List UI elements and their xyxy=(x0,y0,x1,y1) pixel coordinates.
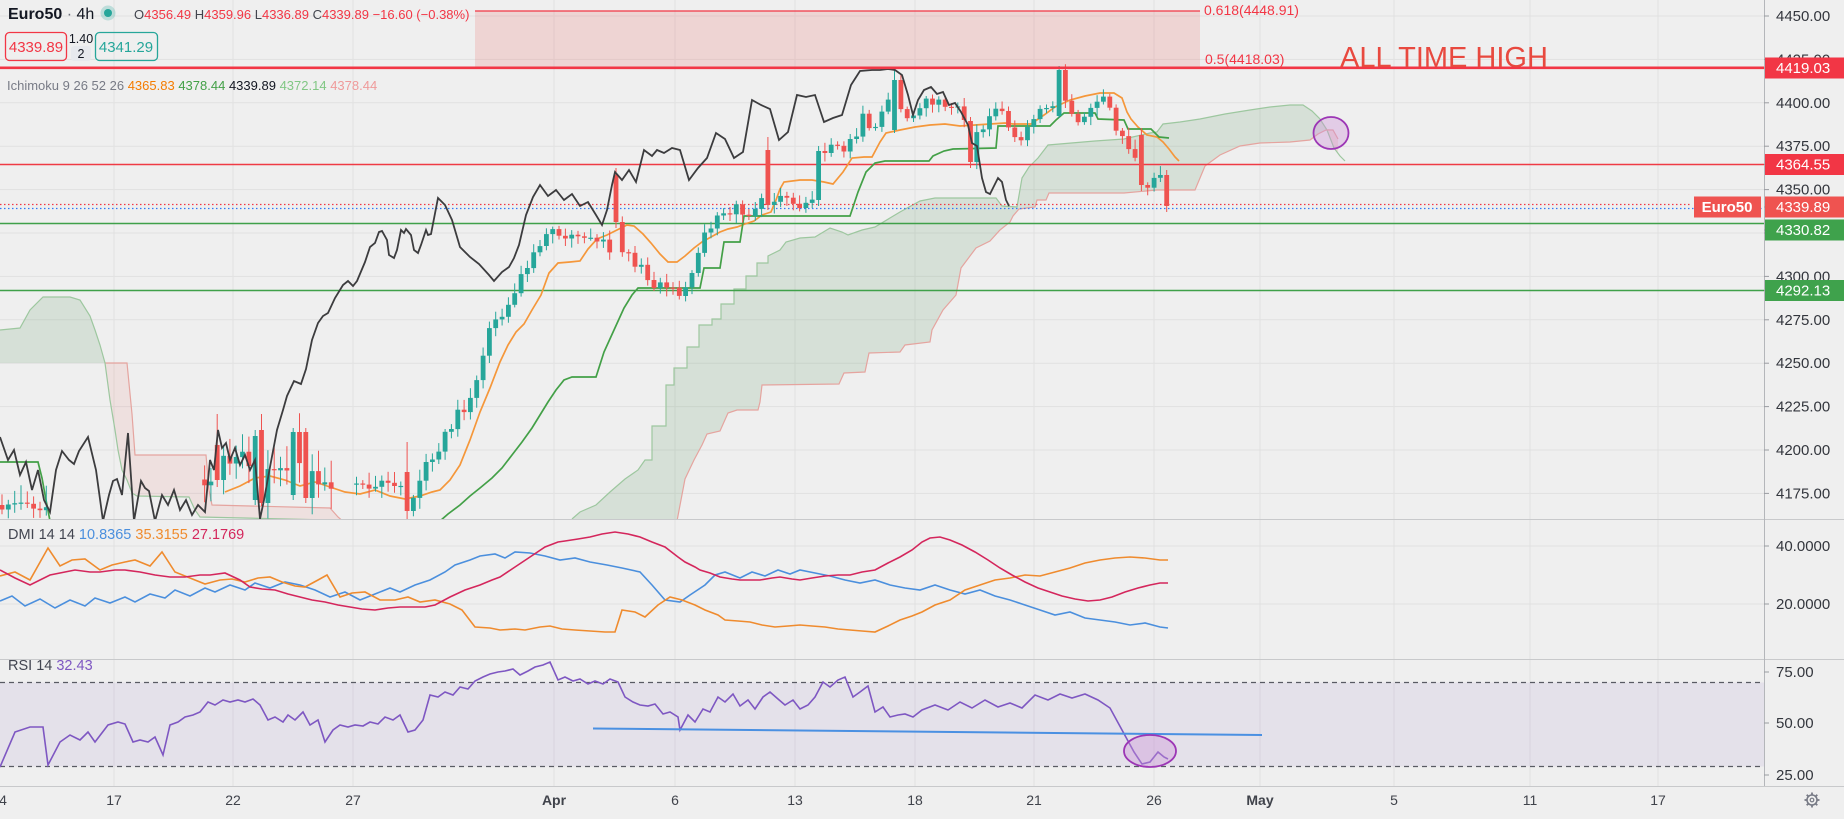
svg-text:40.0000: 40.0000 xyxy=(1776,538,1830,555)
svg-text:4350.00: 4350.00 xyxy=(1776,182,1830,199)
svg-text:4375.00: 4375.00 xyxy=(1776,138,1830,155)
svg-text:4275.00: 4275.00 xyxy=(1776,312,1830,329)
svg-text:5: 5 xyxy=(1390,792,1398,808)
svg-text:17: 17 xyxy=(106,792,122,808)
svg-text:Ichimoku 9 26 52 26 4365.83 4: Ichimoku 9 26 52 26 4365.83 4378.44 4339… xyxy=(7,78,377,93)
svg-text:27: 27 xyxy=(345,792,361,808)
svg-text:RSI 14 32.43: RSI 14 32.43 xyxy=(8,658,93,674)
svg-text:4292.13: 4292.13 xyxy=(1776,283,1830,300)
svg-text:4364.55: 4364.55 xyxy=(1776,157,1830,174)
svg-text:4400.00: 4400.00 xyxy=(1776,95,1830,112)
svg-text:50.00: 50.00 xyxy=(1776,715,1814,732)
svg-text:6: 6 xyxy=(671,792,679,808)
svg-text:4250.00: 4250.00 xyxy=(1776,355,1830,372)
svg-text:4200.00: 4200.00 xyxy=(1776,442,1830,459)
svg-text:Euro50 · 4h: Euro50 · 4h xyxy=(8,6,94,23)
svg-text:May: May xyxy=(1246,792,1273,808)
svg-text:11: 11 xyxy=(1523,792,1538,808)
svg-text:22: 22 xyxy=(225,792,241,808)
svg-text:17: 17 xyxy=(1650,792,1666,808)
svg-text:25.00: 25.00 xyxy=(1776,767,1814,784)
svg-text:1.40: 1.40 xyxy=(69,32,93,46)
svg-text:4225.00: 4225.00 xyxy=(1776,399,1830,416)
svg-text:4175.00: 4175.00 xyxy=(1776,485,1830,502)
svg-text:ALL TIME HIGH: ALL TIME HIGH xyxy=(1340,42,1548,74)
svg-text:0.618(4448.91): 0.618(4448.91) xyxy=(1204,2,1299,18)
svg-text:13: 13 xyxy=(787,792,803,808)
svg-text:21: 21 xyxy=(1026,792,1042,808)
svg-text:20.0000: 20.0000 xyxy=(1776,596,1830,613)
svg-text:4419.03: 4419.03 xyxy=(1776,60,1830,77)
svg-text:4339.89: 4339.89 xyxy=(9,39,63,56)
svg-text:Euro50: Euro50 xyxy=(1702,199,1753,216)
svg-text:26: 26 xyxy=(1146,792,1162,808)
svg-text:2: 2 xyxy=(78,47,85,61)
svg-text:4339.89: 4339.89 xyxy=(1776,199,1830,216)
svg-text:Apr: Apr xyxy=(542,792,567,808)
svg-text:0.5(4418.03): 0.5(4418.03) xyxy=(1205,51,1284,67)
svg-text:4341.29: 4341.29 xyxy=(99,39,153,56)
svg-text:4330.82: 4330.82 xyxy=(1776,222,1830,239)
svg-text:O4356.49 H4359.96 L4336.89 C43: O4356.49 H4359.96 L4336.89 C4339.89 −16.… xyxy=(134,7,469,22)
svg-text:18: 18 xyxy=(907,792,923,808)
svg-text:4450.00: 4450.00 xyxy=(1776,8,1830,25)
svg-text:75.00: 75.00 xyxy=(1776,664,1814,681)
svg-text:DMI 14 14 10.8365 35.3155 2: DMI 14 14 10.8365 35.3155 27.1769 xyxy=(8,527,244,543)
svg-text:4: 4 xyxy=(0,792,7,808)
